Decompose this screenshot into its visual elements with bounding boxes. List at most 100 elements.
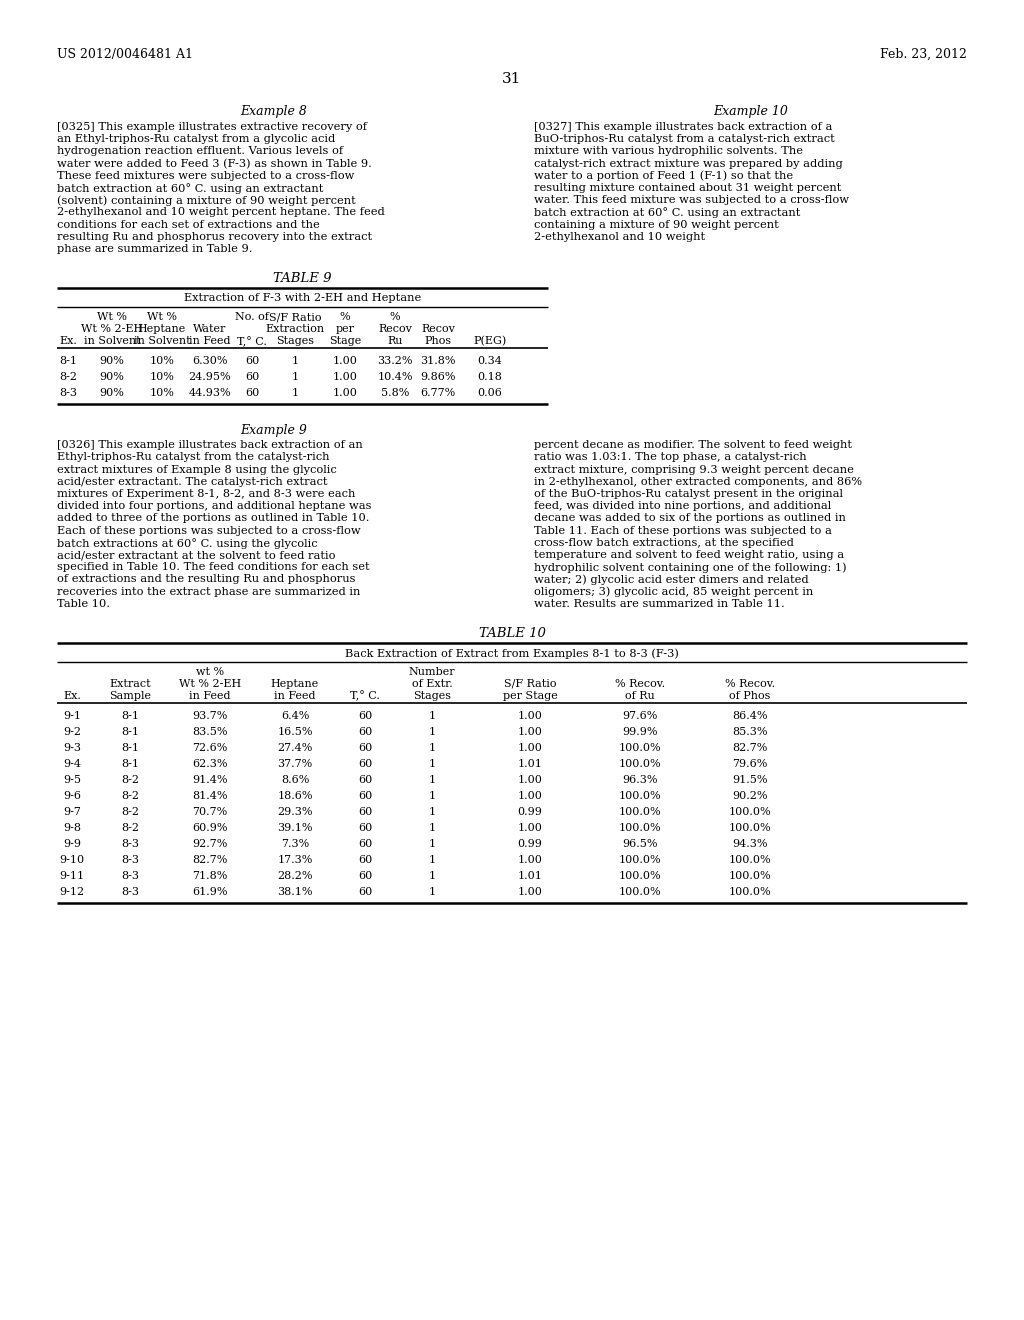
Text: in 2-ethylhexanol, other extracted components, and 86%: in 2-ethylhexanol, other extracted compo… <box>534 477 862 487</box>
Text: 8-1: 8-1 <box>121 727 139 737</box>
Text: 1: 1 <box>428 791 435 801</box>
Text: 1: 1 <box>428 711 435 721</box>
Text: 1: 1 <box>292 356 299 366</box>
Text: 31.8%: 31.8% <box>420 356 456 366</box>
Text: Sample: Sample <box>109 690 151 701</box>
Text: These feed mixtures were subjected to a cross-flow: These feed mixtures were subjected to a … <box>57 170 354 181</box>
Text: 10%: 10% <box>150 388 174 399</box>
Text: P(EG): P(EG) <box>473 337 507 347</box>
Text: Wt % 2-EH: Wt % 2-EH <box>81 325 143 334</box>
Text: 60: 60 <box>357 727 372 737</box>
Text: 10%: 10% <box>150 372 174 383</box>
Text: Ethyl-triphos-Ru catalyst from the catalyst-rich: Ethyl-triphos-Ru catalyst from the catal… <box>57 453 330 462</box>
Text: 91.4%: 91.4% <box>193 775 227 785</box>
Text: 8-2: 8-2 <box>121 791 139 801</box>
Text: T,° C.: T,° C. <box>238 337 267 347</box>
Text: an Ethyl-triphos-Ru catalyst from a glycolic acid: an Ethyl-triphos-Ru catalyst from a glyc… <box>57 135 335 144</box>
Text: 0.06: 0.06 <box>477 388 503 399</box>
Text: batch extractions at 60° C. using the glycolic: batch extractions at 60° C. using the gl… <box>57 537 317 549</box>
Text: 72.6%: 72.6% <box>193 743 227 752</box>
Text: Recov: Recov <box>378 325 412 334</box>
Text: Ex.: Ex. <box>63 690 81 701</box>
Text: 100.0%: 100.0% <box>729 822 771 833</box>
Text: 100.0%: 100.0% <box>618 807 662 817</box>
Text: %: % <box>340 313 350 322</box>
Text: acid/ester extractant at the solvent to feed ratio: acid/ester extractant at the solvent to … <box>57 550 336 560</box>
Text: hydrogenation reaction effluent. Various levels of: hydrogenation reaction effluent. Various… <box>57 147 343 156</box>
Text: 37.7%: 37.7% <box>278 759 312 770</box>
Text: T,° C.: T,° C. <box>350 690 380 702</box>
Text: US 2012/0046481 A1: US 2012/0046481 A1 <box>57 48 193 61</box>
Text: 9-10: 9-10 <box>59 855 85 865</box>
Text: 27.4%: 27.4% <box>278 743 312 752</box>
Text: 90%: 90% <box>99 356 125 366</box>
Text: 1: 1 <box>428 727 435 737</box>
Text: 2-ethylhexanol and 10 weight percent heptane. The feed: 2-ethylhexanol and 10 weight percent hep… <box>57 207 385 218</box>
Text: 60: 60 <box>357 791 372 801</box>
Text: batch extraction at 60° C. using an extractant: batch extraction at 60° C. using an extr… <box>534 207 801 218</box>
Text: in Solvent: in Solvent <box>134 337 190 346</box>
Text: S/F Ratio: S/F Ratio <box>268 313 322 322</box>
Text: water. This feed mixture was subjected to a cross-flow: water. This feed mixture was subjected t… <box>534 195 849 205</box>
Text: conditions for each set of extractions and the: conditions for each set of extractions a… <box>57 219 319 230</box>
Text: 100.0%: 100.0% <box>618 759 662 770</box>
Text: 1.00: 1.00 <box>333 388 357 399</box>
Text: 44.93%: 44.93% <box>188 388 231 399</box>
Text: % Recov.: % Recov. <box>615 678 665 689</box>
Text: Wt %: Wt % <box>147 313 177 322</box>
Text: 17.3%: 17.3% <box>278 855 312 865</box>
Text: 9-1: 9-1 <box>63 711 81 721</box>
Text: [0325] This example illustrates extractive recovery of: [0325] This example illustrates extracti… <box>57 121 367 132</box>
Text: 60: 60 <box>357 887 372 898</box>
Text: 1: 1 <box>292 388 299 399</box>
Text: mixtures of Experiment 8-1, 8-2, and 8-3 were each: mixtures of Experiment 8-1, 8-2, and 8-3… <box>57 488 355 499</box>
Text: 8-2: 8-2 <box>121 807 139 817</box>
Text: 60: 60 <box>357 759 372 770</box>
Text: per: per <box>336 325 354 334</box>
Text: 100.0%: 100.0% <box>618 887 662 898</box>
Text: 8-3: 8-3 <box>121 871 139 880</box>
Text: 0.18: 0.18 <box>477 372 503 383</box>
Text: 60: 60 <box>357 807 372 817</box>
Text: 81.4%: 81.4% <box>193 791 227 801</box>
Text: 60: 60 <box>245 356 259 366</box>
Text: TABLE 9: TABLE 9 <box>273 272 332 285</box>
Text: 0.34: 0.34 <box>477 356 503 366</box>
Text: ratio was 1.03:1. The top phase, a catalyst-rich: ratio was 1.03:1. The top phase, a catal… <box>534 453 807 462</box>
Text: 9-3: 9-3 <box>63 743 81 752</box>
Text: of extractions and the resulting Ru and phosphorus: of extractions and the resulting Ru and … <box>57 574 355 585</box>
Text: 61.9%: 61.9% <box>193 887 227 898</box>
Text: 71.8%: 71.8% <box>193 871 227 880</box>
Text: Heptane: Heptane <box>138 325 186 334</box>
Text: 60: 60 <box>245 388 259 399</box>
Text: 1: 1 <box>428 887 435 898</box>
Text: (solvent) containing a mixture of 90 weight percent: (solvent) containing a mixture of 90 wei… <box>57 195 355 206</box>
Text: water to a portion of Feed 1 (F-1) so that the: water to a portion of Feed 1 (F-1) so th… <box>534 170 794 181</box>
Text: 9-9: 9-9 <box>63 840 81 849</box>
Text: cross-flow batch extractions, at the specified: cross-flow batch extractions, at the spe… <box>534 537 794 548</box>
Text: 1: 1 <box>428 743 435 752</box>
Text: 8-3: 8-3 <box>121 887 139 898</box>
Text: 33.2%: 33.2% <box>377 356 413 366</box>
Text: in Feed: in Feed <box>274 690 315 701</box>
Text: Stages: Stages <box>276 337 314 346</box>
Text: 7.3%: 7.3% <box>281 840 309 849</box>
Text: 100.0%: 100.0% <box>618 871 662 880</box>
Text: water. Results are summarized in Table 11.: water. Results are summarized in Table 1… <box>534 599 784 609</box>
Text: 1: 1 <box>428 807 435 817</box>
Text: 8-1: 8-1 <box>121 759 139 770</box>
Text: Number: Number <box>409 667 456 677</box>
Text: 1: 1 <box>428 855 435 865</box>
Text: Ex.: Ex. <box>59 337 77 346</box>
Text: Recov: Recov <box>421 325 455 334</box>
Text: 60: 60 <box>357 743 372 752</box>
Text: [0326] This example illustrates back extraction of an: [0326] This example illustrates back ext… <box>57 440 362 450</box>
Text: 60.9%: 60.9% <box>193 822 227 833</box>
Text: water; 2) glycolic acid ester dimers and related: water; 2) glycolic acid ester dimers and… <box>534 574 809 585</box>
Text: 1.01: 1.01 <box>517 759 543 770</box>
Text: Stages: Stages <box>413 690 451 701</box>
Text: 8-3: 8-3 <box>121 855 139 865</box>
Text: specified in Table 10. The feed conditions for each set: specified in Table 10. The feed conditio… <box>57 562 370 572</box>
Text: % Recov.: % Recov. <box>725 678 775 689</box>
Text: 8-1: 8-1 <box>59 356 77 366</box>
